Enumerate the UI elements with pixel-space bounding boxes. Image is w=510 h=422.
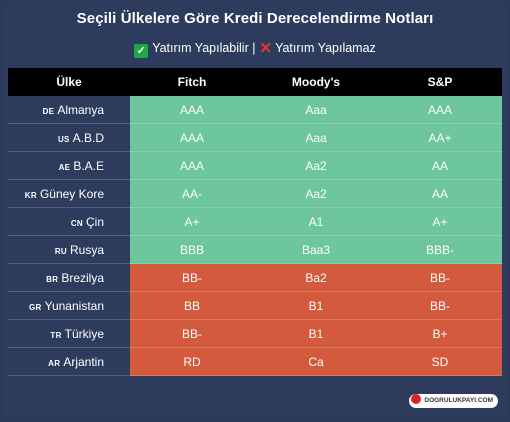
country-code: AR [48, 358, 61, 368]
fitch-rating: BB- [130, 320, 254, 348]
fitch-rating: RD [130, 348, 254, 376]
legend-bad-label: Yatırım Yapılamaz [275, 41, 376, 55]
country-code: US [57, 134, 70, 144]
country-cell: US A.B.D [8, 124, 130, 152]
page-title: Seçili Ülkelere Göre Kredi Derecelendirm… [76, 10, 434, 27]
moodys-rating: Ca [254, 348, 378, 376]
country-cell: AR Arjantin [8, 348, 130, 376]
table-row: AE B.A.E AAA Aa2 AA [8, 152, 502, 180]
table-row: AR Arjantin RD Ca SD [8, 348, 502, 376]
moodys-rating: Aaa [254, 124, 378, 152]
country-code: KR [24, 190, 37, 200]
moodys-rating: B1 [254, 320, 378, 348]
moodys-rating: A1 [254, 208, 378, 236]
sp-rating: A+ [378, 208, 502, 236]
sp-rating: AAA [378, 96, 502, 124]
table-row: GR Yunanistan BB B1 BB- [8, 292, 502, 320]
country-cell: DE Almanya [8, 96, 130, 124]
country-code: BR [46, 274, 59, 284]
country-cell: BR Brezilya [8, 264, 130, 292]
header-moodys: Moody's [254, 68, 378, 96]
country-cell: TR Türkiye [8, 320, 130, 348]
country-name: Çin [85, 214, 104, 229]
country-cell: CN Çin [8, 208, 130, 236]
moodys-rating: Aaa [254, 96, 378, 124]
table-row: CN Çin A+ A1 A+ [8, 208, 502, 236]
country-name: Brezilya [61, 270, 104, 285]
country-name: A.B.D [72, 130, 104, 145]
fitch-rating: BB [130, 292, 254, 320]
country-cell: AE B.A.E [8, 152, 130, 180]
country-cell: GR Yunanistan [8, 292, 130, 320]
sp-rating: BB- [378, 292, 502, 320]
country-name: Güney Kore [39, 186, 104, 201]
sp-rating: BBB- [378, 236, 502, 264]
moodys-rating: Aa2 [254, 152, 378, 180]
country-code: DE [42, 106, 55, 116]
table-row: RU Rusya BBB Baa3 BBB- [8, 236, 502, 264]
moodys-rating: Aa2 [254, 180, 378, 208]
country-code: TR [50, 330, 62, 340]
ratings-table: Ülke Fitch Moody's S&P DE Almanya AAA Aaa AA… [8, 68, 502, 376]
check-icon: ✓ [134, 44, 149, 58]
fitch-rating: AAA [130, 152, 254, 180]
country-code: AE [58, 162, 71, 172]
table-row: US A.B.D AAA Aaa AA+ [8, 124, 502, 152]
brand-logo-icon [411, 394, 422, 404]
sp-rating: AA [378, 180, 502, 208]
country-name: Yunanistan [44, 298, 104, 313]
sp-rating: BB- [378, 264, 502, 292]
country-code: CN [70, 218, 83, 228]
country-name: Almanya [57, 102, 104, 117]
table-row: BR Brezilya BB- Ba2 BB- [8, 264, 502, 292]
brand-logo: DOGRULUKPAYI.COM [409, 394, 498, 408]
country-cell: RU Rusya [8, 236, 130, 264]
table-row: DE Almanya AAA Aaa AAA [8, 96, 502, 124]
legend-good-label: Yatırım Yapılabilir | [152, 41, 256, 55]
fitch-rating: AA- [130, 180, 254, 208]
cross-icon: ✕ [259, 40, 273, 57]
sp-rating: B+ [378, 320, 502, 348]
header-country: Ülke [8, 68, 130, 96]
fitch-rating: AAA [130, 96, 254, 124]
country-name: Rusya [69, 242, 104, 257]
table-row: TR Türkiye BB- B1 B+ [8, 320, 502, 348]
header-fitch: Fitch [130, 68, 254, 96]
fitch-rating: BB- [130, 264, 254, 292]
moodys-rating: Ba2 [254, 264, 378, 292]
header-sp: S&P [378, 68, 502, 96]
country-code: GR [29, 302, 42, 312]
brand-label: DOGRULUKPAYI.COM [424, 397, 493, 404]
moodys-rating: Baa3 [254, 236, 378, 264]
sp-rating: SD [378, 348, 502, 376]
country-cell: KR Güney Kore [8, 180, 130, 208]
table-row: KR Güney Kore AA- Aa2 AA [8, 180, 502, 208]
moodys-rating: B1 [254, 292, 378, 320]
fitch-rating: A+ [130, 208, 254, 236]
sp-rating: AA+ [378, 124, 502, 152]
table-header-row: Ülke Fitch Moody's S&P [8, 68, 502, 96]
country-code: RU [54, 246, 67, 256]
sp-rating: AA [378, 152, 502, 180]
legend: ✓ Yatırım Yapılabilir | ✕ Yatırım Yapılamaz [0, 39, 510, 58]
fitch-rating: BBB [130, 236, 254, 264]
country-name: Türkiye [64, 326, 104, 341]
country-name: B.A.E [73, 158, 104, 173]
country-name: Arjantin [63, 354, 104, 369]
fitch-rating: AAA [130, 124, 254, 152]
